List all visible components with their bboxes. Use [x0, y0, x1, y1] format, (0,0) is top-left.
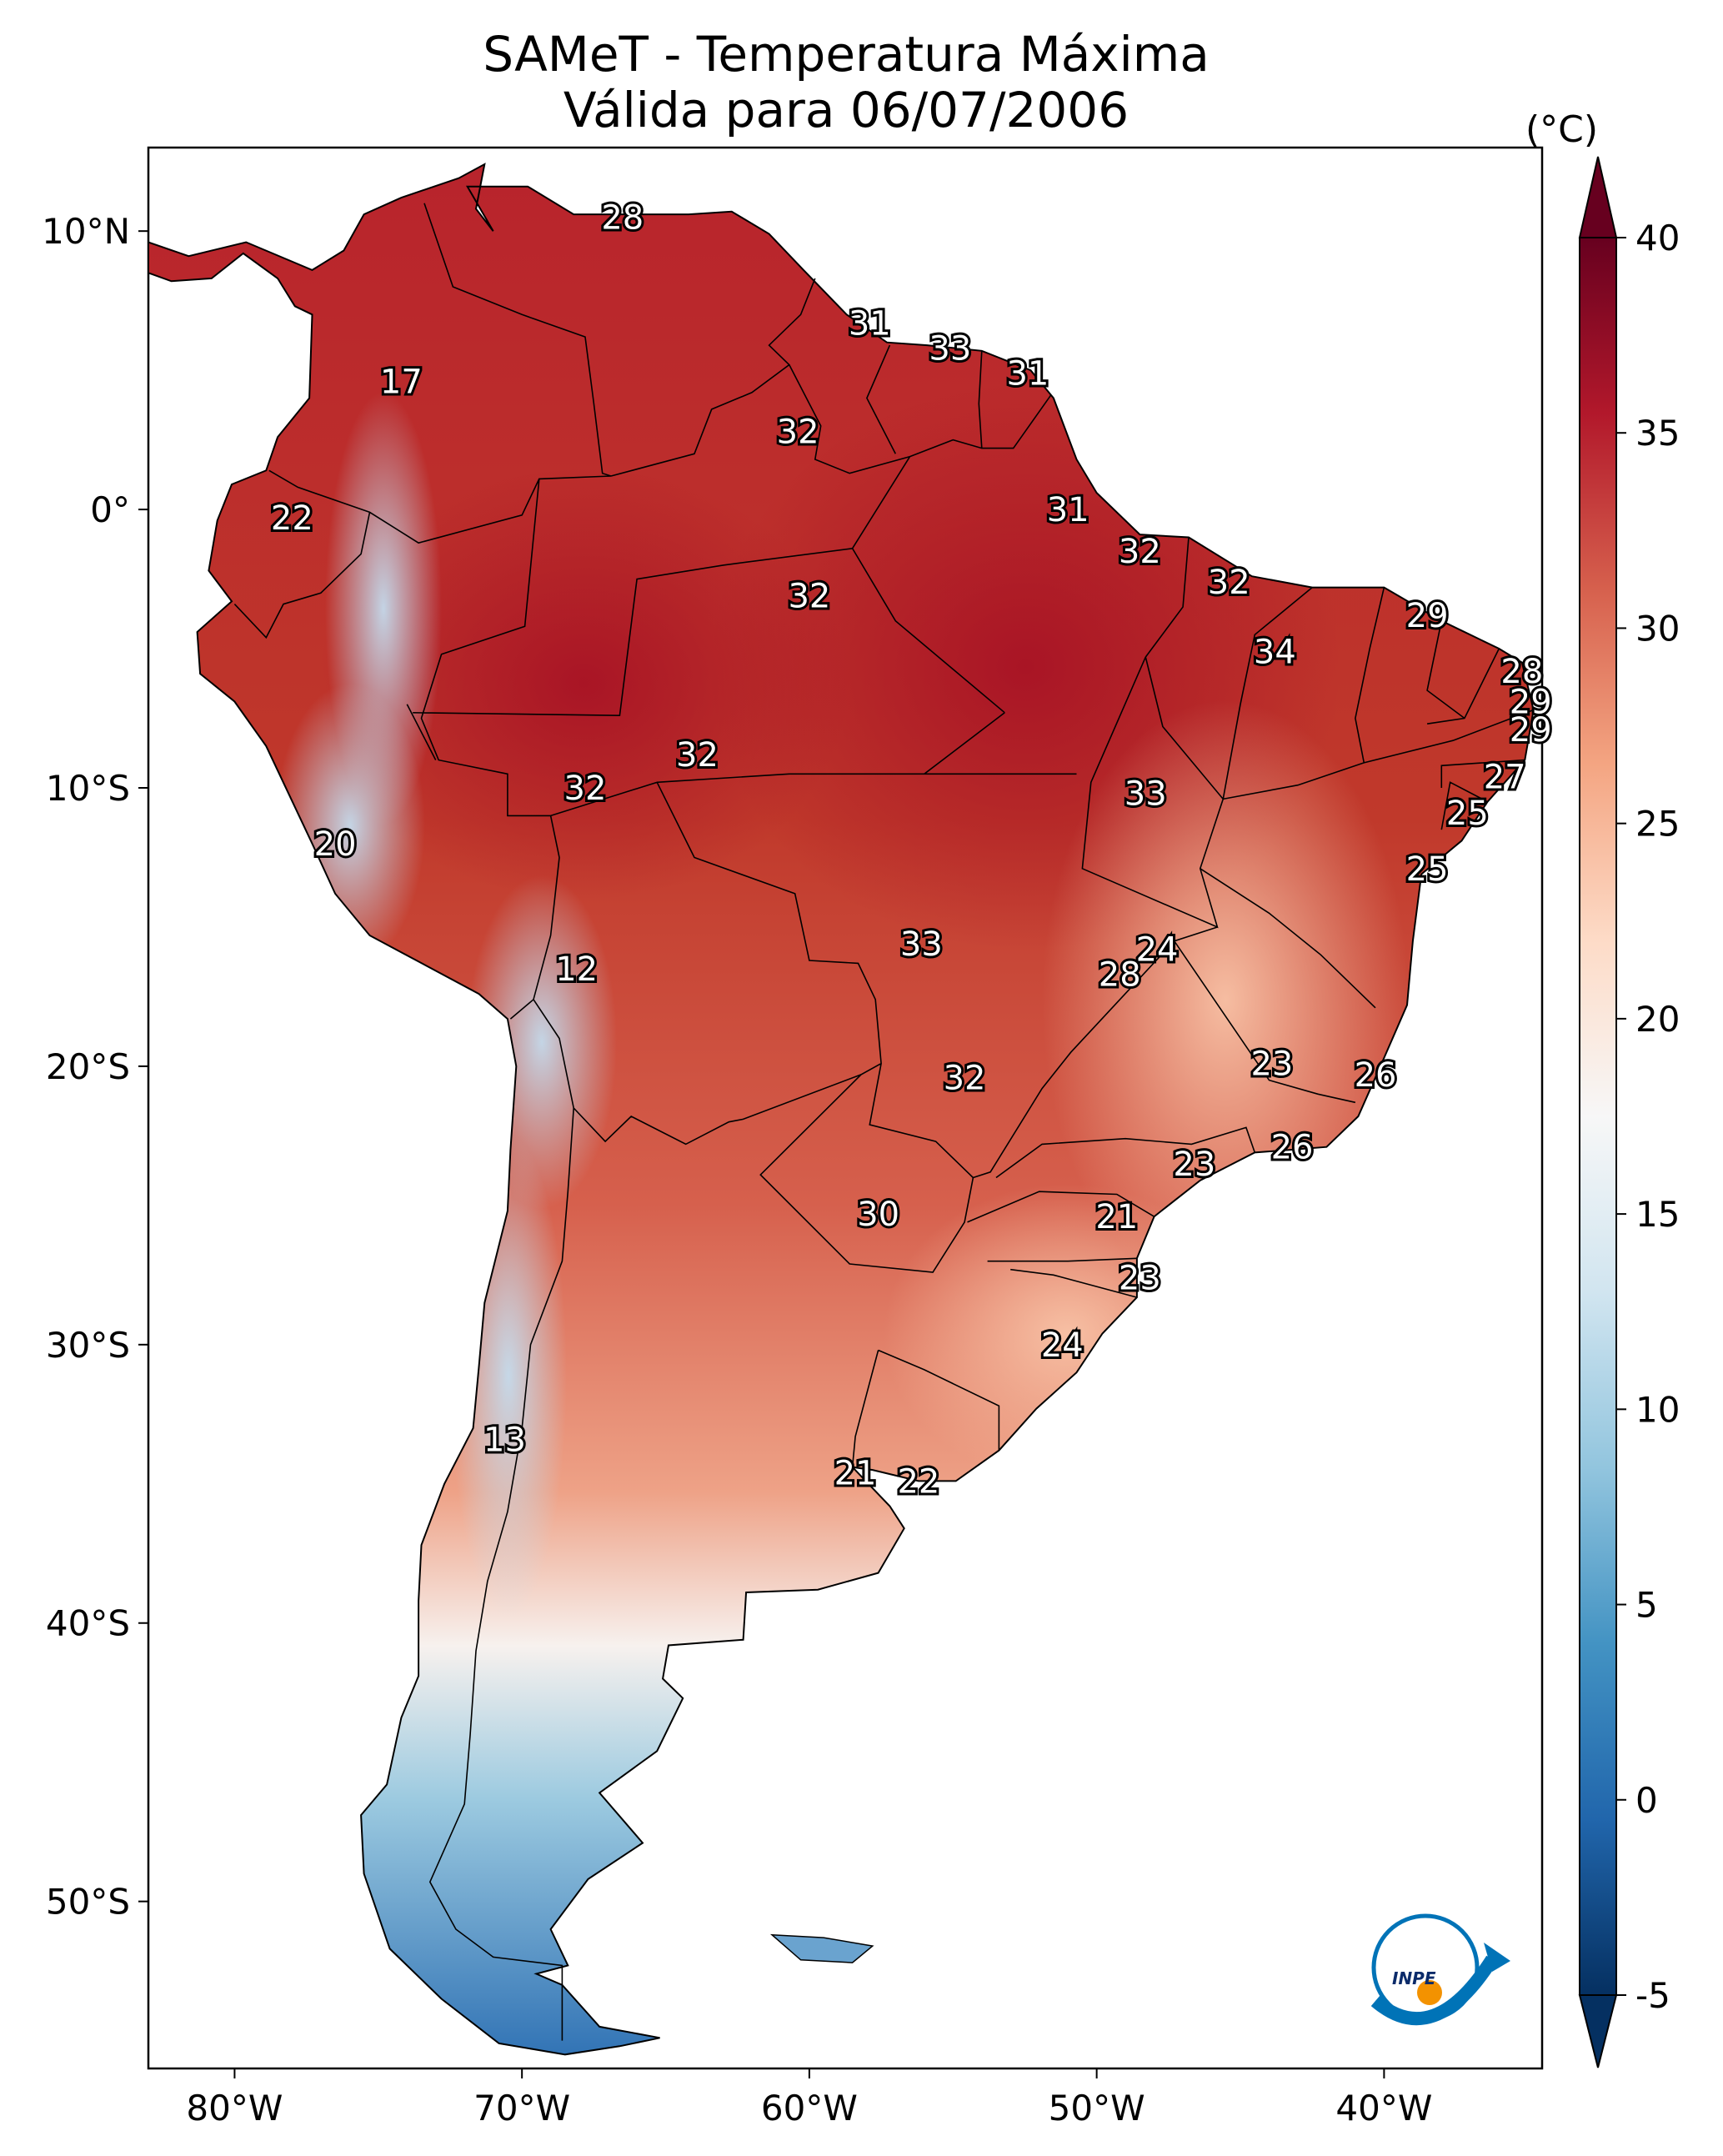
station-label: 31 — [1047, 491, 1089, 529]
station-label: 24 — [1041, 1326, 1084, 1365]
logo-text: INPE — [1392, 1968, 1436, 1988]
map-subtitle: Válida para 06/07/2006 — [563, 82, 1129, 138]
station-label: 32 — [777, 414, 819, 452]
colorbar-tick-label: -5 — [1635, 1975, 1670, 2016]
station-label: 21 — [834, 1454, 877, 1492]
lat-tick-label: 50°S — [46, 1882, 130, 1923]
lon-tick-label: 70°W — [473, 2088, 570, 2128]
inpe-logo: INPE — [1370, 1913, 1510, 2026]
colorbar-tick-label: 30 — [1635, 608, 1680, 649]
colorbar-tick-label: 40 — [1635, 218, 1680, 258]
station-label: 32 — [944, 1059, 986, 1097]
colorbar-tick-label: 35 — [1635, 413, 1680, 454]
coastline — [148, 163, 1535, 2056]
colorbar: 40 35 30 25 20 15 10 5 0 -5 — [1578, 156, 1680, 2068]
station-label: 33 — [1124, 775, 1167, 814]
station-label: 32 — [788, 578, 830, 616]
station-label: 29 — [1406, 597, 1449, 635]
map-title: SAMeT - Temperatura Máxima — [483, 26, 1210, 83]
station-label: 17 — [380, 363, 423, 401]
station-label: 32 — [1119, 533, 1161, 571]
lat-tick-label: 10°N — [42, 211, 130, 252]
colorbar-unit: (°C) — [1525, 108, 1599, 151]
longitude-ticks: 80°W 70°W 60°W 50°W 40°W — [186, 2068, 1432, 2128]
lat-tick-label: 30°S — [46, 1325, 130, 1366]
lon-tick-label: 40°W — [1335, 2088, 1432, 2128]
lon-tick-label: 50°W — [1049, 2088, 1145, 2128]
station-label: 23 — [1173, 1146, 1215, 1184]
colorbar-tick-label: 15 — [1635, 1194, 1680, 1235]
station-label: 24 — [1136, 931, 1179, 970]
station-label: 22 — [271, 499, 313, 538]
colorbar-ticks: 40 35 30 25 20 15 10 5 0 -5 — [1616, 218, 1680, 2016]
station-label: 20 — [314, 825, 357, 864]
latitude-ticks: 10°N 0° 10°S 20°S 30°S 40°S 50°S — [42, 211, 148, 1923]
falkland-islands — [769, 1933, 874, 1963]
station-label: 33 — [900, 925, 943, 964]
station-label: 13 — [483, 1421, 526, 1459]
colorbar-tick-label: 5 — [1635, 1585, 1658, 1626]
station-label: 27 — [1484, 759, 1526, 797]
station-label: 32 — [1208, 564, 1250, 602]
station-label: 32 — [564, 770, 607, 808]
lat-tick-label: 20°S — [46, 1046, 130, 1087]
lat-tick-label: 0° — [90, 489, 130, 530]
station-label: 26 — [1271, 1129, 1314, 1167]
lon-tick-label: 60°W — [761, 2088, 858, 2128]
lat-tick-label: 40°S — [46, 1603, 130, 1644]
lat-tick-label: 10°S — [46, 768, 130, 809]
station-label: 34 — [1254, 633, 1296, 671]
station-label: 33 — [929, 329, 971, 368]
colorbar-tick-label: 20 — [1635, 999, 1680, 1040]
station-label: 30 — [857, 1196, 899, 1234]
lon-tick-label: 80°W — [186, 2088, 283, 2128]
country-borders — [233, 203, 1534, 2041]
station-label: 28 — [1099, 956, 1141, 995]
station-label: 28 — [1500, 653, 1543, 691]
station-label: 25 — [1446, 795, 1489, 833]
colorbar-tick-label: 25 — [1635, 804, 1680, 845]
station-label: 28 — [601, 198, 644, 237]
colorbar-tick-label: 10 — [1635, 1389, 1680, 1430]
station-label: 32 — [676, 736, 719, 775]
station-label: 31 — [1006, 354, 1049, 393]
station-label: 23 — [1250, 1045, 1293, 1084]
station-label: 22 — [897, 1462, 939, 1501]
station-label: 12 — [555, 950, 598, 989]
station-label: 25 — [1406, 850, 1449, 889]
station-label: 26 — [1355, 1056, 1397, 1095]
station-label: 23 — [1119, 1260, 1161, 1298]
station-label: 31 — [849, 304, 891, 343]
station-label: 29 — [1510, 683, 1552, 721]
station-label: 21 — [1095, 1198, 1138, 1236]
colorbar-tick-label: 0 — [1635, 1780, 1658, 1821]
station-label: 29 — [1510, 711, 1552, 750]
